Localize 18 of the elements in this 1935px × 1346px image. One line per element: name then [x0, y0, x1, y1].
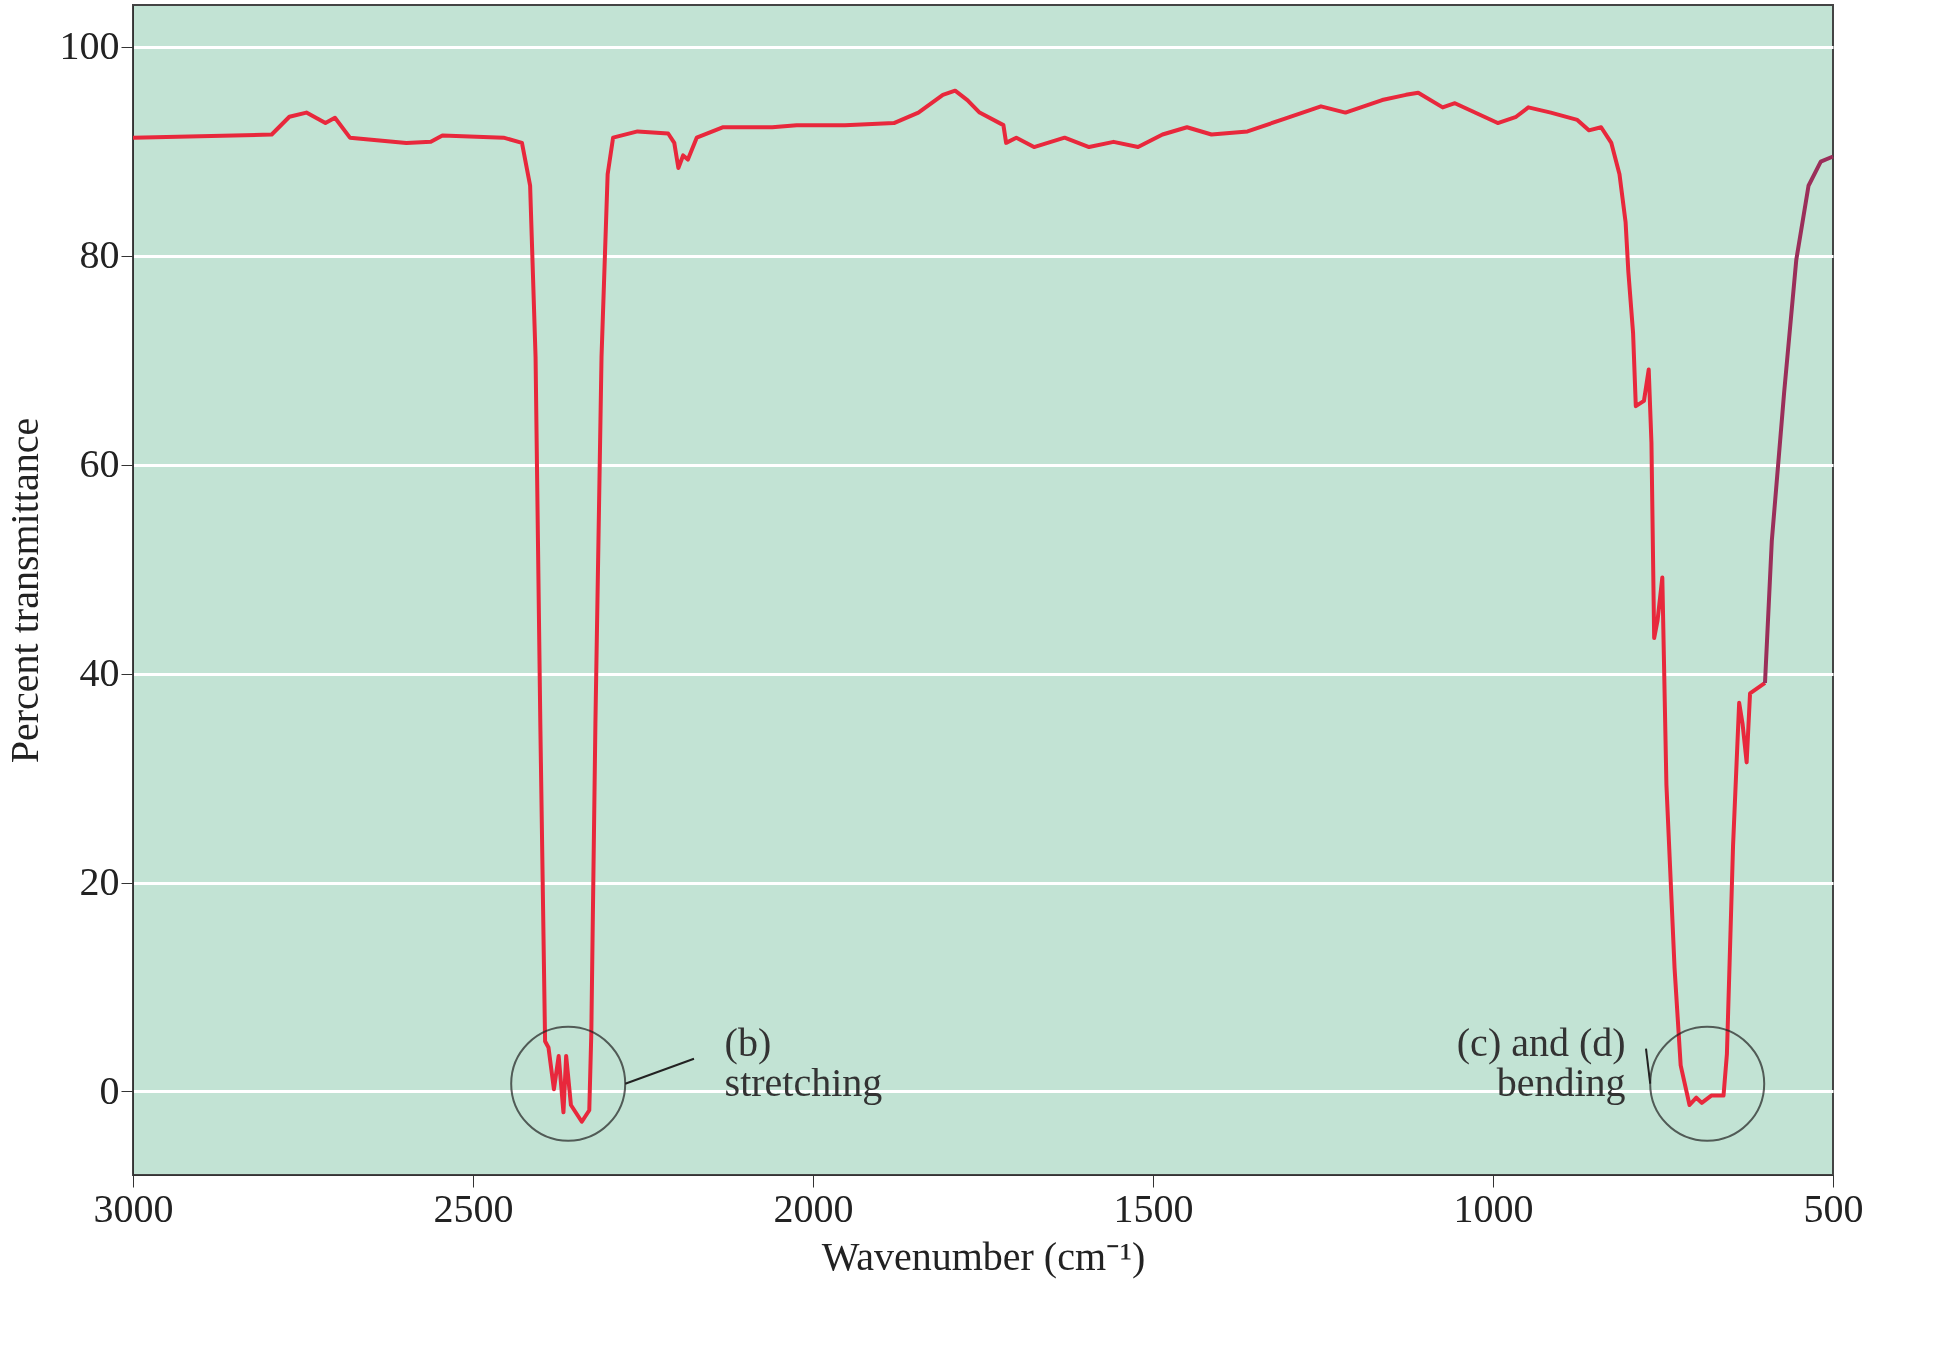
x-tick-label: 500 — [1803, 1185, 1864, 1231]
line-series — [131, 88, 1767, 1124]
x-tick-label: 2500 — [433, 1185, 514, 1231]
y-tick-label: 0 — [99, 1067, 120, 1113]
x-tick-label: 3000 — [93, 1185, 174, 1231]
line-series — [1763, 154, 1835, 685]
y-tick-label: 80 — [79, 232, 120, 278]
x-axis-title: Wavenumber (cm⁻¹) — [821, 1233, 1146, 1279]
y-tick-label: 20 — [79, 859, 120, 904]
annotation: (b) stretching — [724, 1019, 883, 1105]
y-tick-label: 60 — [79, 441, 120, 487]
x-tick-label: 2000 — [773, 1185, 854, 1231]
y-axis-title: Percent transmittance — [1, 417, 47, 764]
y-tick-label: 100 — [59, 23, 120, 69]
x-tick-label: 1000 — [1453, 1185, 1534, 1231]
y-tick-label: 40 — [79, 650, 120, 696]
annotation: (c) and (d) bending — [1456, 1019, 1626, 1105]
x-tick-label: 1500 — [1113, 1185, 1194, 1231]
